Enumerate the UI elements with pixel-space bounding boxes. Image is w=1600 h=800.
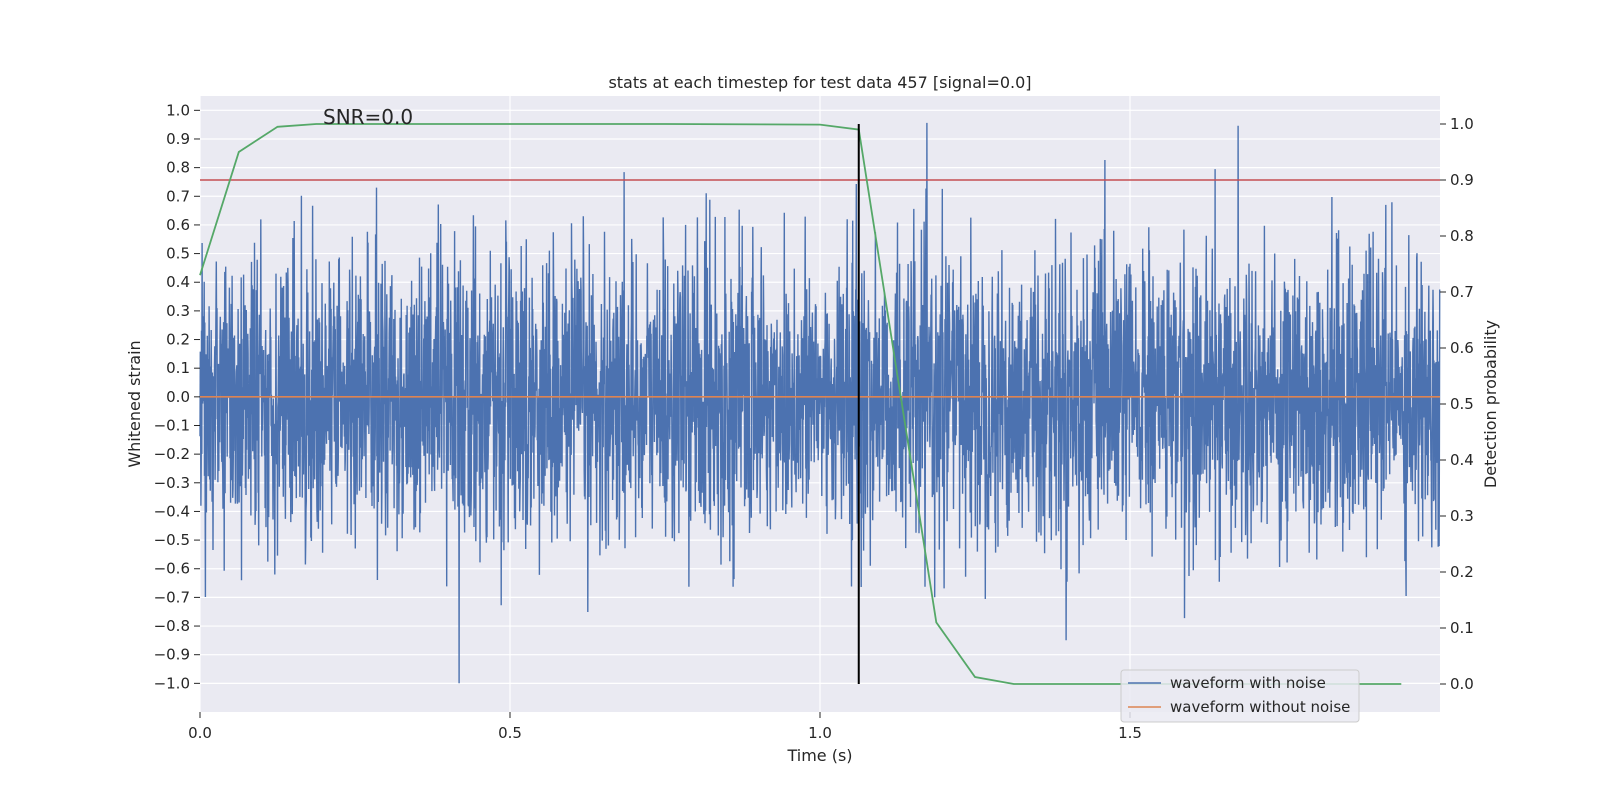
y-tick-label: −0.9 [154,646,190,664]
snr-annotation: SNR=0.0 [323,105,413,129]
y-tick-label: 0.7 [166,187,190,205]
y-tick-label: −0.5 [154,531,190,549]
y2-tick-label: 0.9 [1450,171,1474,189]
x-tick-labels: 0.0 0.5 1.0 1.5 [188,712,1142,742]
y2-tick-label: 0.3 [1450,507,1474,525]
y-tick-label: 0.3 [166,302,190,320]
y2-tick-label: 1.0 [1450,115,1474,133]
y-tick-label: −0.1 [154,416,190,434]
y-tick-label: −0.8 [154,617,190,635]
legend-label-noise: waveform with noise [1170,674,1326,692]
y-tick-label: 0.1 [166,359,190,377]
y2-axis-label: Detection probability [1481,320,1500,488]
y-tick-label: −0.6 [154,560,190,578]
y2-tick-label: 0.7 [1450,283,1474,301]
y-tick-label: −0.4 [154,502,190,520]
legend-box [1120,669,1360,723]
y2-tick-label: 0.8 [1450,227,1474,245]
x-tick-label: 1.0 [808,724,832,742]
y-tick-label: 0.8 [166,159,190,177]
series-waveform-with-noise [199,122,1441,684]
y-tick-label: −0.2 [154,445,190,463]
series-detection-probability [199,123,1402,685]
y-tick-label: 0.9 [166,130,190,148]
series-layer [199,122,1441,685]
chart-title: stats at each timestep for test data 457… [608,73,1031,92]
y-tick-label: 0.4 [166,273,190,291]
y-tick-label: 0.0 [166,388,190,406]
y-tick-label: 0.6 [166,216,190,234]
y2-tick-label: 0.4 [1450,451,1474,469]
y2-tick-labels: 1.0 0.9 0.8 0.7 0.6 0.5 0.4 0.3 0.2 0.1 0.0 [1440,115,1474,693]
y-tick-label: −0.3 [154,474,190,492]
y2-tick-label: 0.2 [1450,563,1474,581]
y-axis-label: Whitened strain [125,340,144,467]
y2-tick-label: 0.5 [1450,395,1474,413]
y2-tick-label: 0.6 [1450,339,1474,357]
legend-label-clean: waveform without noise [1170,698,1350,716]
y2-tick-label: 0.0 [1450,675,1474,693]
y-tick-label: 0.2 [166,331,190,349]
y-tick-label: −1.0 [154,674,190,692]
y-tick-label: 0.5 [166,245,190,263]
x-axis-label: Time (s) [786,746,852,765]
x-tick-label: 0.0 [188,724,212,742]
x-tick-label: 1.5 [1118,724,1142,742]
legend: waveform with noise waveform without noi… [1120,669,1360,723]
x-tick-label: 0.5 [498,724,522,742]
y2-tick-label: 0.1 [1450,619,1474,637]
y-tick-labels: 1.0 0.9 0.8 0.7 0.6 0.5 0.4 0.3 0.2 0.1 0.0 −0.1 −0.… [154,101,200,692]
y-tick-label: 1.0 [166,101,190,119]
y-tick-label: −0.7 [154,588,190,606]
